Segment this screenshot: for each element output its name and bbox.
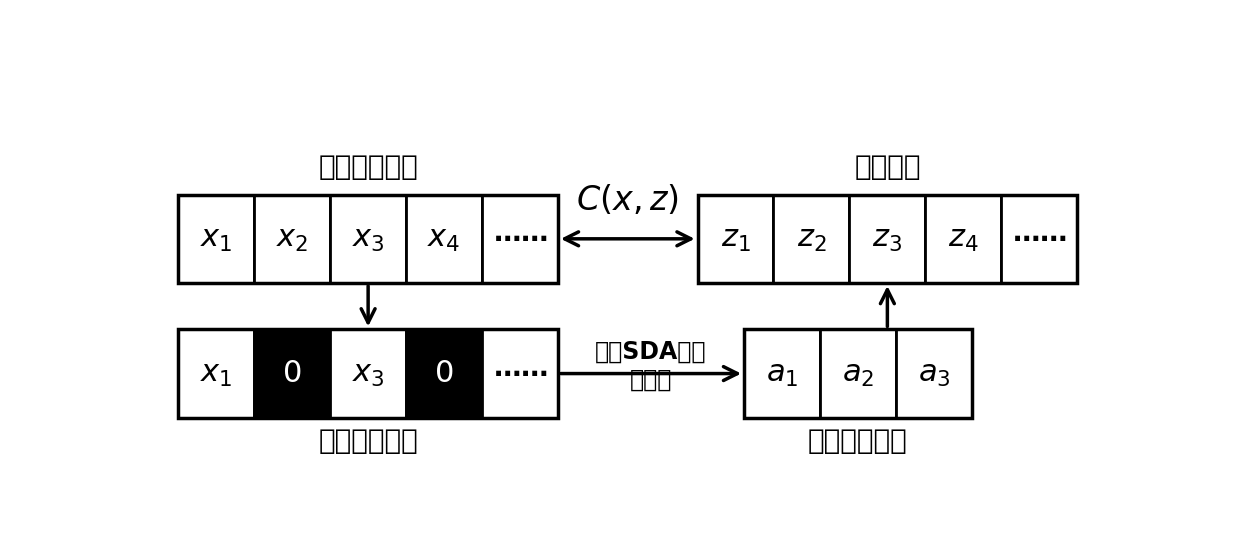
Bar [849, 195, 925, 283]
Text: $a_{3}$: $a_{3}$ [918, 358, 950, 389]
Text: $x_{1}$: $x_{1}$ [200, 224, 232, 254]
Bar [330, 329, 405, 418]
Bar [407, 195, 482, 283]
Text: $C(x,z)$: $C(x,z)$ [577, 183, 680, 217]
Text: $x_{2}$: $x_{2}$ [277, 224, 309, 254]
Text: 数据重构: 数据重构 [854, 153, 920, 181]
Bar [697, 195, 774, 283]
Text: $\mathbf{\cdots\cdots}$: $\mathbf{\cdots\cdots}$ [1012, 225, 1066, 252]
Text: $z_{3}$: $z_{3}$ [873, 224, 903, 254]
Text: $\mathbf{\cdots\cdots}$: $\mathbf{\cdots\cdots}$ [492, 360, 547, 387]
Bar [482, 329, 558, 418]
Bar [179, 195, 254, 283]
Bar [697, 195, 1078, 283]
Bar [179, 329, 558, 418]
Text: $x_{3}$: $x_{3}$ [352, 224, 384, 254]
Bar [925, 195, 1002, 283]
Bar [330, 195, 405, 283]
Bar [1002, 195, 1078, 283]
Text: $x_{1}$: $x_{1}$ [200, 358, 232, 389]
Text: 高阶特征表达: 高阶特征表达 [808, 427, 908, 455]
Text: $x_{3}$: $x_{3}$ [352, 358, 384, 389]
Text: 原始输入数据: 原始输入数据 [319, 153, 418, 181]
Text: 遮挡后的数据: 遮挡后的数据 [319, 427, 418, 455]
Bar [744, 329, 972, 418]
Text: $0$: $0$ [434, 358, 454, 389]
Bar [179, 195, 558, 283]
Text: $a_{1}$: $a_{1}$ [766, 358, 799, 389]
Bar [407, 329, 482, 418]
Bar [744, 329, 820, 418]
Bar [482, 195, 558, 283]
Bar [179, 329, 254, 418]
Text: $x_{4}$: $x_{4}$ [428, 224, 461, 254]
Bar [254, 195, 330, 283]
Bar [254, 329, 330, 418]
Bar [774, 195, 849, 283]
Text: $a_{2}$: $a_{2}$ [842, 358, 874, 389]
Text: $z_{1}$: $z_{1}$ [720, 224, 750, 254]
Text: $z_{4}$: $z_{4}$ [949, 224, 978, 254]
Text: $z_{2}$: $z_{2}$ [796, 224, 826, 254]
Text: $0$: $0$ [283, 358, 301, 389]
Text: 基于SDA的深
度学习: 基于SDA的深 度学习 [595, 340, 707, 392]
Text: $\mathbf{\cdots\cdots}$: $\mathbf{\cdots\cdots}$ [492, 225, 547, 252]
Bar [820, 329, 895, 418]
Bar [895, 329, 972, 418]
